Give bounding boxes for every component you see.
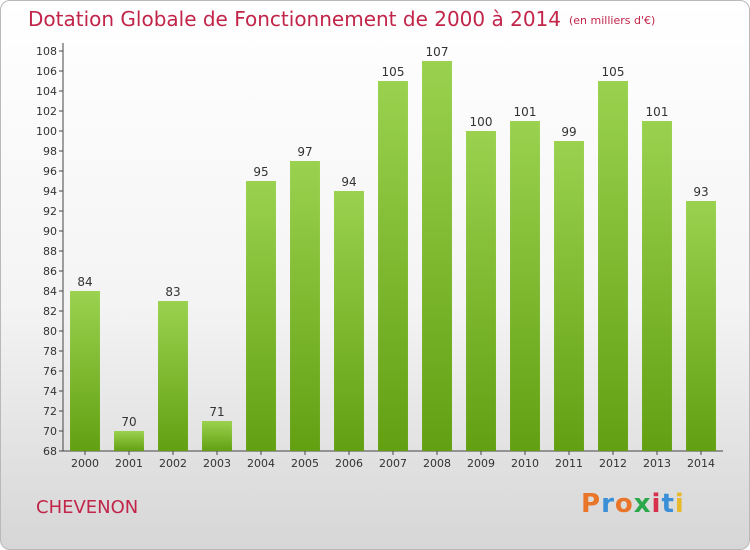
logo-letter: r (601, 489, 615, 519)
bar (334, 191, 364, 451)
logo-letter: i (674, 489, 685, 519)
logo-letter: i (651, 489, 662, 519)
bar (202, 421, 232, 451)
bar (290, 161, 320, 451)
commune-name: CHEVENON (36, 497, 139, 518)
logo-letter: x (633, 489, 652, 519)
bar-value-label: 83 (165, 285, 180, 299)
y-tick-label: 90 (43, 225, 57, 238)
logo-letter: P (581, 489, 602, 519)
bar (378, 81, 408, 451)
y-tick-label: 70 (43, 425, 57, 438)
bar (466, 131, 496, 451)
bar-value-label: 95 (253, 165, 268, 179)
y-tick-label: 76 (43, 365, 57, 378)
bar-value-label: 71 (209, 405, 224, 419)
bar-value-label: 84 (77, 275, 92, 289)
bar-value-label: 107 (426, 45, 449, 59)
bar (158, 301, 188, 451)
y-tick-label: 74 (43, 385, 57, 398)
x-tick-label: 2007 (379, 457, 407, 470)
y-tick-label: 92 (43, 205, 57, 218)
bar (642, 121, 672, 451)
y-tick-label: 100 (36, 125, 57, 138)
bar-value-label: 97 (297, 145, 312, 159)
proxiti-logo: Proxiti (581, 489, 685, 519)
x-tick-label: 2010 (511, 457, 539, 470)
bar (554, 141, 584, 451)
x-tick-label: 2003 (203, 457, 231, 470)
y-tick-label: 68 (43, 445, 57, 458)
x-tick-label: 2005 (291, 457, 319, 470)
y-tick-label: 86 (43, 265, 57, 278)
bar-value-label: 101 (514, 105, 537, 119)
y-tick-label: 102 (36, 105, 57, 118)
bars (70, 61, 716, 451)
chart-title: Dotation Globale de Fonctionnement de 20… (28, 7, 655, 31)
x-tick-label: 2008 (423, 457, 451, 470)
y-tick-label: 84 (43, 285, 57, 298)
bar-value-label: 70 (121, 415, 136, 429)
y-tick-label: 108 (36, 45, 57, 58)
y-tick-label: 96 (43, 165, 57, 178)
bar-value-label: 94 (341, 175, 356, 189)
chart-unit: (en milliers d'€) (569, 14, 656, 27)
x-tick-label: 2011 (555, 457, 583, 470)
y-tick-label: 98 (43, 145, 57, 158)
bar (510, 121, 540, 451)
bar-value-label: 105 (382, 65, 405, 79)
bar (686, 201, 716, 451)
bar-value-label: 101 (646, 105, 669, 119)
y-tick-label: 104 (36, 85, 57, 98)
y-tick-label: 94 (43, 185, 57, 198)
x-tick-label: 2004 (247, 457, 275, 470)
y-tick-label: 82 (43, 305, 57, 318)
y-tick-label: 88 (43, 245, 57, 258)
bar (70, 291, 100, 451)
chart-title-text: Dotation Globale de Fonctionnement de 20… (28, 7, 561, 31)
data-labels: 84 70 83 71 95 97 94 105 107 100 101 99 105 101 93 (77, 45, 708, 429)
x-tick-label: 2000 (71, 457, 99, 470)
x-tick-label: 2002 (159, 457, 187, 470)
bar (246, 181, 276, 451)
bar-value-label: 100 (470, 115, 493, 129)
bar-value-label: 93 (693, 185, 708, 199)
logo-letter: t (661, 489, 675, 519)
axes: 68 70 72 74 76 78 80 82 84 86 88 90 92 94 96 98 100 102 10… (36, 43, 723, 470)
x-tick-label: 2014 (687, 457, 715, 470)
bar (422, 61, 452, 451)
x-tick-label: 2006 (335, 457, 363, 470)
bar-value-label: 105 (602, 65, 625, 79)
y-tick-label: 72 (43, 405, 57, 418)
bar (114, 431, 144, 451)
y-tick-label: 80 (43, 325, 57, 338)
y-tick-label: 78 (43, 345, 57, 358)
bar-value-label: 99 (561, 125, 576, 139)
x-tick-label: 2013 (643, 457, 671, 470)
x-tick-label: 2001 (115, 457, 143, 470)
x-tick-label: 2012 (599, 457, 627, 470)
x-tick-label: 2009 (467, 457, 495, 470)
logo-letter: o (614, 489, 634, 519)
y-tick-label: 106 (36, 65, 57, 78)
bar (598, 81, 628, 451)
